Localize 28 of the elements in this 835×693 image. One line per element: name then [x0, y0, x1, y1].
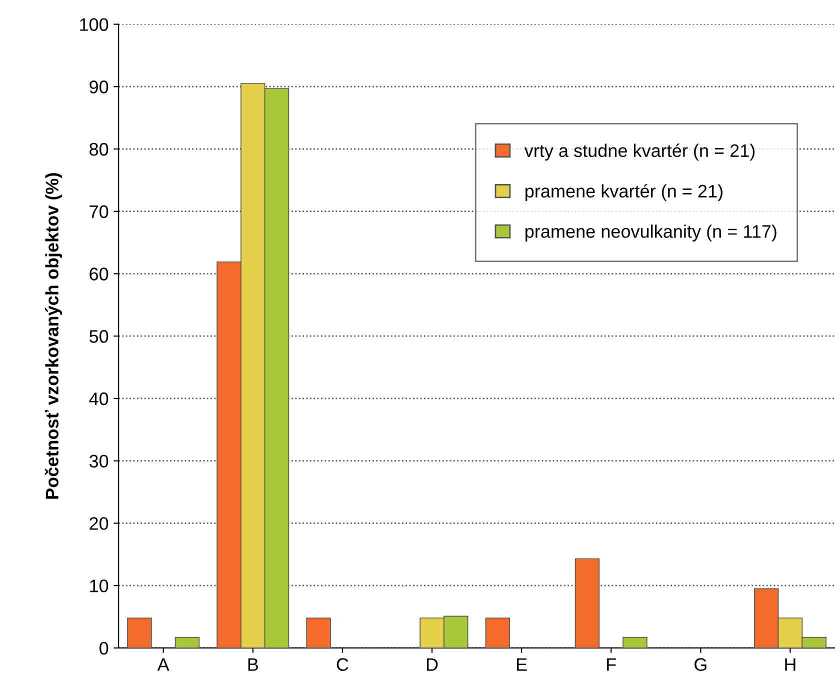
y-tick-label: 50	[89, 330, 108, 343]
x-tick-label: G	[694, 658, 706, 671]
legend-label: pramene neovulkanity (n = 117)	[526, 224, 776, 242]
y-tick-label: 100	[80, 18, 108, 31]
bar	[306, 618, 331, 648]
legend-label: pramene kvartér (n = 21)	[526, 184, 722, 202]
y-tick-label: 60	[90, 268, 108, 280]
x-tick-label: B	[248, 658, 258, 671]
bar	[127, 618, 152, 648]
y-tick-label: 20	[90, 517, 108, 530]
y-tick-label: 70	[90, 205, 108, 218]
y-tick-label: 40	[89, 392, 108, 406]
x-tick-label: C	[336, 658, 348, 671]
x-tick-label: H	[785, 658, 796, 671]
x-tick-label: E	[517, 658, 527, 671]
x-tick-label: F	[607, 658, 616, 671]
legend-label: vrty a studne kvartér (n = 21)	[524, 144, 755, 161]
y-tick-label: 0	[100, 642, 108, 655]
bar	[622, 636, 648, 648]
y-tick-label: 30	[89, 454, 108, 468]
y-tick-label: 80	[90, 142, 108, 156]
y-tick-label: 90	[90, 80, 108, 94]
y-tick-label: 10	[90, 580, 108, 592]
bar	[485, 618, 510, 648]
x-tick-label: A	[157, 658, 170, 671]
bar	[174, 636, 200, 648]
x-tick-label: D	[426, 658, 438, 671]
y-axis-title: Početnosť vzorkovaných objektov (%)	[44, 173, 62, 499]
